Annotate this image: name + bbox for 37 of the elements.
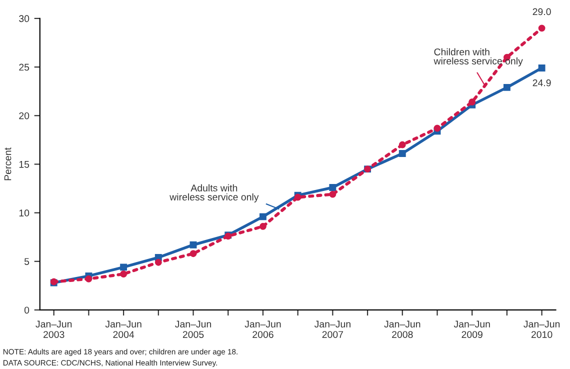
x-tick-label: Jan–Jun 2010: [524, 320, 560, 338]
y-tick-label: 10: [19, 210, 30, 216]
y-tick-label: 15: [19, 161, 30, 168]
point: [434, 124, 441, 132]
x-tick-label: Jan–Jun 2005: [175, 320, 212, 338]
y-tick-label: 5: [24, 258, 30, 265]
point: [85, 275, 92, 282]
point: [260, 222, 266, 230]
point: [329, 190, 336, 198]
x-tick-label: Jan–Jun 2009: [454, 320, 490, 338]
point: [329, 184, 336, 191]
x-tick-label: Jan–Jun 2004: [105, 320, 142, 338]
data-label: 24.9: [532, 79, 551, 86]
series-label: Children with wireless service only: [434, 48, 523, 66]
point: [398, 150, 406, 157]
point: [538, 24, 546, 32]
point: [538, 64, 546, 72]
series-label: Adults with wireless service only: [170, 184, 259, 202]
x-tick-label: Jan–Jun 2008: [384, 320, 420, 338]
point: [190, 250, 197, 258]
point: [398, 141, 406, 148]
y-tick-label: 20: [19, 112, 30, 120]
point: [260, 213, 266, 220]
y-axis-title: Percent: [4, 148, 12, 180]
point: [190, 241, 197, 248]
point: [120, 270, 128, 278]
data-label: 29.0: [532, 8, 551, 16]
point: [120, 264, 128, 271]
y-tick-label: 25: [19, 64, 30, 71]
y-tick-label: 30: [19, 15, 30, 22]
y-tick-label: 0: [24, 306, 30, 314]
x-tick-label: Jan–Jun 2007: [314, 320, 350, 338]
x-tick-label: Jan–Jun 2006: [244, 320, 281, 338]
point: [468, 98, 476, 106]
point: [503, 84, 510, 91]
x-tick-label: Jan–Jun 2003: [36, 320, 72, 338]
point: [154, 258, 162, 266]
